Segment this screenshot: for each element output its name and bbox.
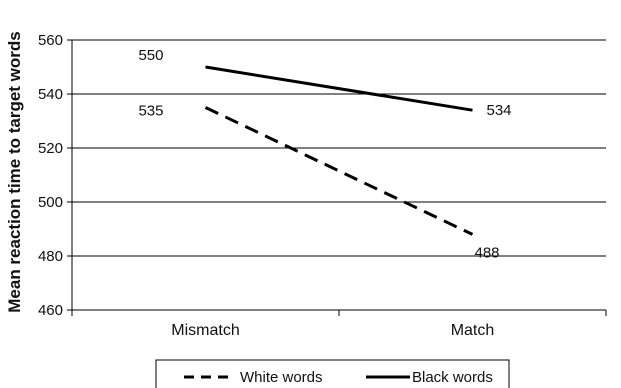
y-tick-label: 560 <box>38 32 63 49</box>
legend-label: White words <box>240 369 323 386</box>
axes <box>67 39 607 316</box>
gridlines <box>72 39 606 257</box>
series-line-black-words <box>205 65 473 112</box>
x-category-labels: Mismatch Match <box>171 322 494 339</box>
data-label: 488 <box>475 244 500 261</box>
legend-box <box>155 359 510 388</box>
data-label: 550 <box>138 47 163 64</box>
x-category-label: Match <box>451 322 495 339</box>
y-tick-label: 500 <box>38 194 63 211</box>
y-tick-label: 520 <box>38 140 63 157</box>
y-axis-label: Mean reaction time to target words <box>5 31 24 313</box>
legend-label: Black words <box>412 369 493 386</box>
x-category-label: Mismatch <box>171 322 239 339</box>
y-tick-labels: 460 480 500 520 540 560 <box>38 32 63 319</box>
y-tick-label: 480 <box>38 248 63 265</box>
data-label: 535 <box>138 103 163 120</box>
data-labels: 535 488 550 534 <box>138 47 511 261</box>
y-tick-label: 540 <box>38 86 63 103</box>
data-label: 534 <box>487 102 512 119</box>
legend: White words Black words <box>155 359 510 388</box>
y-tick-label: 460 <box>38 302 63 319</box>
series-lines <box>204 65 474 236</box>
series-line-white-words <box>204 106 474 236</box>
